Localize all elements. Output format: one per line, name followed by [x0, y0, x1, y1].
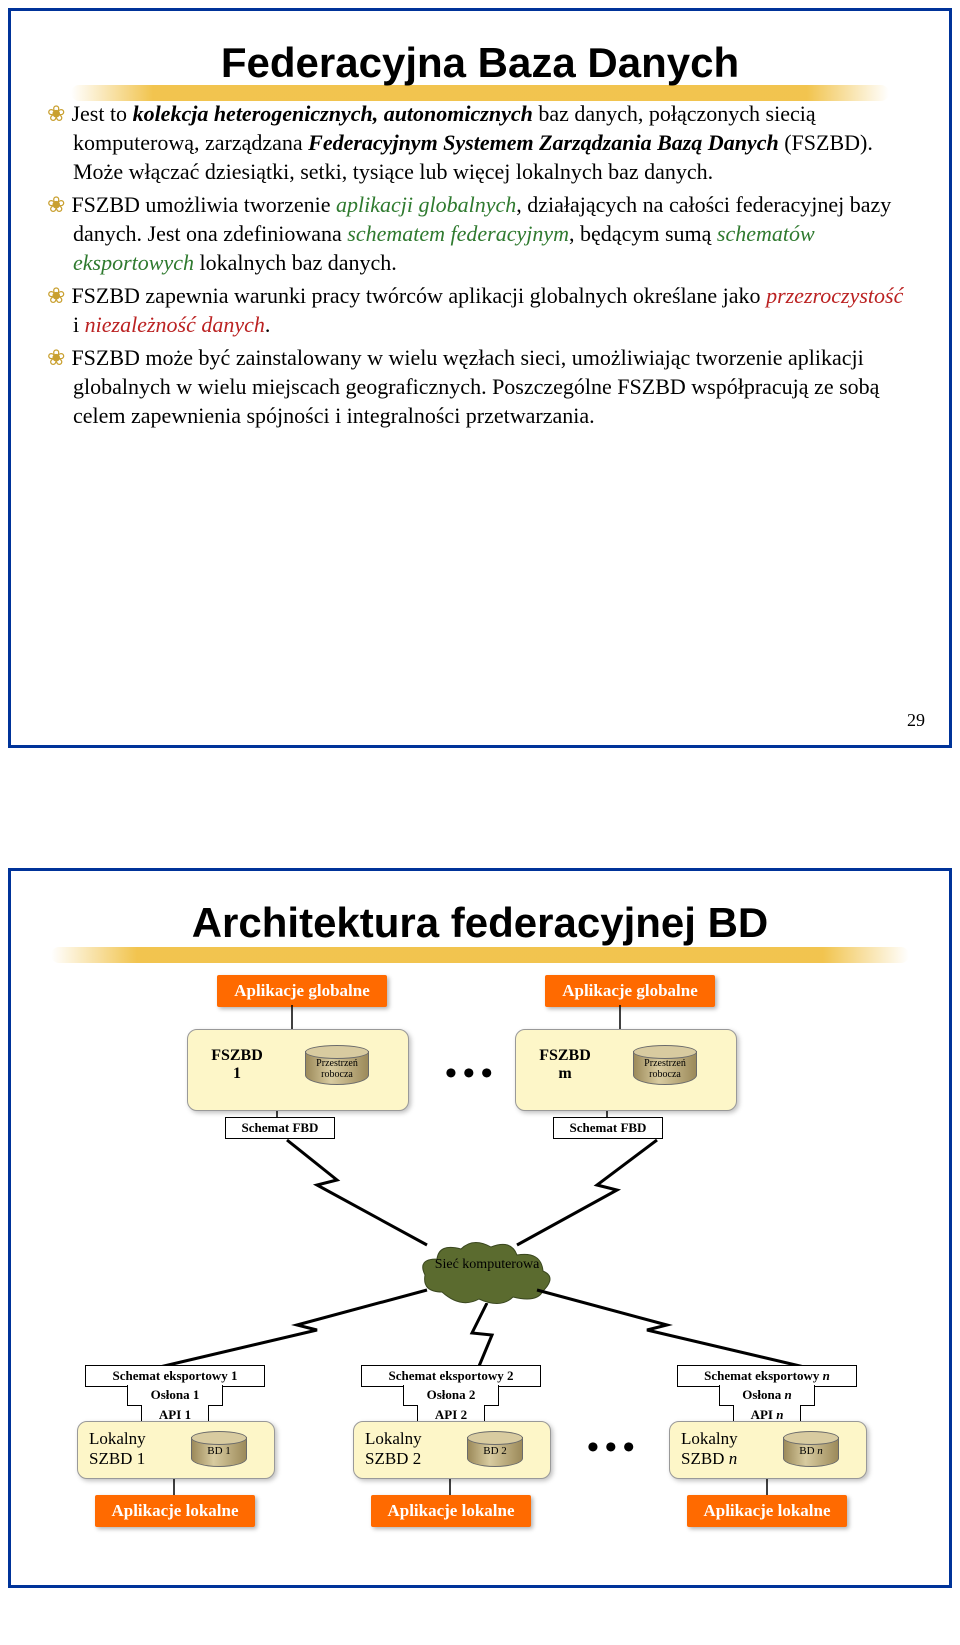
- local-apps-n: Aplikacje lokalne: [687, 1495, 847, 1527]
- export-schema-1: Schemat eksportowy 1: [85, 1365, 265, 1387]
- bd-cyl-n: BD n: [783, 1431, 839, 1467]
- bullet-1: ❀Jest to kolekcja heterogenicznych, auto…: [47, 99, 913, 186]
- workspace-cyl-1: Przestrzeń robocza: [305, 1045, 369, 1085]
- local-dbms-1: LokalnySZBD 1: [89, 1429, 146, 1469]
- global-apps-2: Aplikacje globalne: [545, 975, 715, 1007]
- bolt-icon: [137, 1285, 437, 1375]
- bolt-icon: [457, 1303, 517, 1373]
- export-schema-n: Schemat eksportowy n: [677, 1365, 857, 1387]
- bolt-icon: [527, 1285, 827, 1375]
- bullet-icon: ❀: [47, 192, 65, 217]
- slide-1: Federacyjna Baza Danych ❀Jest to kolekcj…: [8, 8, 952, 748]
- bullet-2: ❀FSZBD umożliwia tworzenie aplikacji glo…: [47, 190, 913, 277]
- bd-cyl-2: BD 2: [467, 1431, 523, 1467]
- workspace-cyl-2: Przestrzeń robocza: [633, 1045, 697, 1085]
- dots-bottom: •••: [587, 1429, 641, 1467]
- local-dbms-n: LokalnySZBD n: [681, 1429, 738, 1469]
- page-number: 29: [907, 710, 925, 731]
- architecture-diagram: Aplikacje globalne Aplikacje globalne FS…: [47, 975, 913, 1535]
- bullet-4: ❀FSZBD może być zainstalowany w wielu wę…: [47, 343, 913, 430]
- fszbd-label-2: FSZBDm: [535, 1047, 595, 1083]
- bullet-icon: ❀: [47, 345, 65, 370]
- slide-2: Architektura federacyjnej BD Aplikacje g…: [8, 868, 952, 1588]
- shield-n: Osłona n: [719, 1385, 815, 1406]
- export-schema-2: Schemat eksportowy 2: [361, 1365, 541, 1387]
- bolt-icon: [277, 1135, 447, 1255]
- bullet-icon: ❀: [47, 283, 65, 308]
- slide1-title: Federacyjna Baza Danych: [47, 39, 913, 87]
- global-apps-1: Aplikacje globalne: [217, 975, 387, 1007]
- title-underline: [71, 85, 889, 101]
- title-underline: [51, 947, 909, 963]
- fszbd-label-1: FSZBD1: [207, 1047, 267, 1083]
- shield-1: Osłona 1: [127, 1385, 223, 1406]
- bd-cyl-1: BD 1: [191, 1431, 247, 1467]
- local-apps-1: Aplikacje lokalne: [95, 1495, 255, 1527]
- shield-2: Osłona 2: [403, 1385, 499, 1406]
- local-apps-2: Aplikacje lokalne: [371, 1495, 531, 1527]
- bullet-icon: ❀: [47, 101, 65, 126]
- bullet-list: ❀Jest to kolekcja heterogenicznych, auto…: [47, 99, 913, 430]
- bullet-3: ❀FSZBD zapewnia warunki pracy twórców ap…: [47, 281, 913, 339]
- dots-top: •••: [445, 1055, 499, 1093]
- local-dbms-2: LokalnySZBD 2: [365, 1429, 422, 1469]
- bolt-icon: [507, 1135, 677, 1255]
- slide2-title: Architektura federacyjnej BD: [47, 899, 913, 947]
